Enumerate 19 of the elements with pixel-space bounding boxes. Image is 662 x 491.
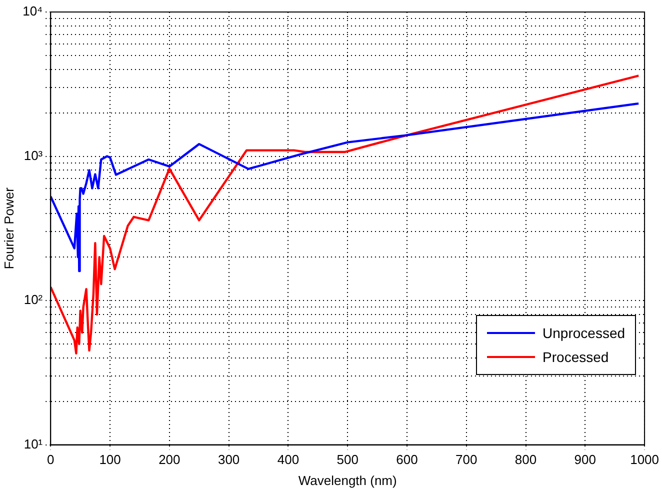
- x-axis-title: Wavelength (nm): [298, 472, 397, 488]
- x-tick-label: 200: [158, 452, 180, 468]
- y-axis-title: Fourier Power: [1, 186, 16, 270]
- x-tick-label: 400: [277, 452, 300, 468]
- legend-label: Unprocessed: [542, 324, 626, 343]
- y-tick-label: 10¹: [24, 436, 44, 452]
- x-tick-label: 900: [574, 452, 596, 468]
- x-tick-label: 0: [47, 452, 54, 468]
- x-tick-label: 700: [456, 452, 478, 468]
- x-tick-label: 500: [336, 452, 358, 468]
- x-tick-label: 600: [396, 452, 418, 468]
- y-tick-label: 10³: [24, 148, 44, 163]
- x-tick-label: 800: [514, 452, 537, 468]
- x-tick-label: 1000: [630, 452, 659, 468]
- legend-label: Processed: [542, 348, 609, 367]
- x-tick-label: 100: [99, 452, 121, 468]
- x-tick-label: 300: [218, 452, 240, 468]
- y-tick-label: 10²: [24, 292, 44, 308]
- y-tick-label: 10⁴: [22, 4, 43, 19]
